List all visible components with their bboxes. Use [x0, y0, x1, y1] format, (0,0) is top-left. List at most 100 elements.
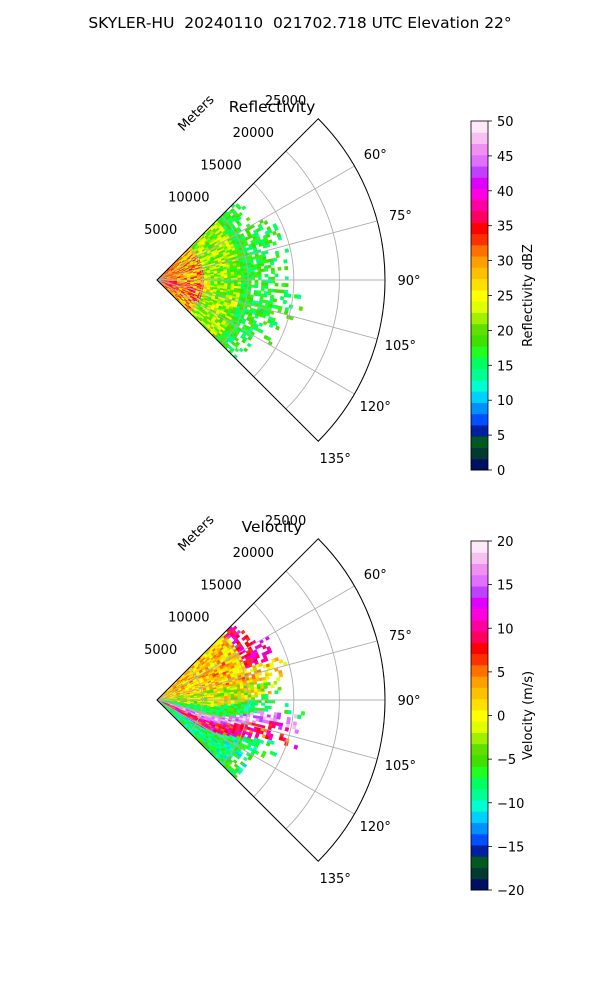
radar-cell — [282, 299, 288, 305]
radial-tick-label: 10000 — [168, 611, 209, 626]
radar-cell — [259, 730, 264, 735]
radar-cell — [272, 257, 278, 262]
radar-cell — [237, 273, 242, 276]
radar-cell — [240, 320, 246, 325]
colorbar-swatch — [471, 766, 488, 778]
radar-cell — [277, 686, 282, 691]
radar-cell — [283, 259, 288, 264]
radar-cell — [236, 205, 242, 211]
radar-cell — [276, 715, 281, 720]
radar-cell — [272, 751, 278, 757]
radar-cell — [284, 289, 289, 294]
colorbar-tick-label: 40 — [497, 185, 514, 200]
radar-cell — [240, 629, 246, 635]
azimuth-gridline — [156, 165, 355, 281]
radar-cell — [278, 725, 283, 731]
radar-cell — [268, 323, 274, 328]
radar-cell — [268, 672, 273, 677]
radar-cell — [250, 272, 255, 276]
colorbar-swatch — [471, 132, 488, 145]
radar-cell — [270, 684, 275, 689]
colorbar-tick-label: −20 — [497, 884, 524, 899]
radar-cell — [249, 712, 255, 716]
radar-cell — [240, 275, 245, 278]
radar-cell — [224, 696, 228, 699]
colorbar-swatch — [471, 368, 488, 381]
radar-cell — [261, 694, 266, 698]
colorbar-label: Reflectivity dBZ — [521, 244, 536, 347]
colorbar-swatch — [471, 586, 488, 598]
sector-outline — [156, 118, 386, 442]
colorbar-swatch — [471, 267, 488, 280]
radar-cell — [270, 288, 275, 293]
colorbar-tick-label: 5 — [497, 666, 505, 681]
radar-cell — [253, 689, 259, 693]
radar-cell — [264, 705, 269, 709]
radar-cell — [240, 695, 245, 698]
colorbar-swatch — [471, 754, 488, 767]
colorbar-tick-label: 15 — [497, 359, 514, 374]
radar-cell — [275, 253, 280, 259]
radar-cell — [247, 336, 253, 341]
colorbar-swatch — [471, 574, 488, 587]
radar-cell — [278, 659, 284, 664]
radar-cell — [274, 282, 279, 287]
colorbar-swatch — [471, 177, 488, 190]
radar-cell — [267, 229, 273, 234]
radar-cell — [240, 702, 245, 705]
radar-cell — [264, 693, 269, 698]
radar-cell — [264, 708, 269, 712]
colorbar-tick-label: 10 — [497, 622, 514, 637]
radar-cell — [258, 322, 264, 327]
colorbar-tick-label: 15 — [497, 579, 514, 594]
colorbar-swatch — [471, 199, 488, 212]
colorbar-swatch — [471, 844, 488, 857]
page-title: SKYLER-HU 20240110 021702.718 UTC Elevat… — [88, 14, 512, 32]
colorbar-tick-label: 30 — [497, 255, 514, 270]
colorbar-tick-label: 45 — [497, 150, 514, 165]
radar-cell — [284, 709, 289, 714]
radar-cell — [293, 714, 299, 719]
colorbar-swatch — [471, 289, 488, 302]
azimuth-gridline — [156, 640, 378, 701]
radar-cell — [247, 663, 253, 668]
radar-cell — [259, 262, 265, 267]
colorbar-swatch — [471, 402, 488, 415]
radial-tick-label: 5000 — [144, 223, 177, 238]
radar-cell — [271, 276, 276, 281]
radar-cell — [298, 306, 304, 312]
radar-cell — [241, 338, 247, 344]
radar-cell — [263, 220, 269, 226]
radar-cell — [235, 633, 241, 639]
colorbar-swatch — [471, 211, 488, 223]
azimuth-gridline — [156, 220, 378, 281]
colorbar-swatch — [471, 833, 488, 846]
radar-cell — [264, 268, 269, 272]
radar-cell — [236, 629, 242, 635]
radar-cell — [257, 710, 262, 714]
colorbar-tick-label: −5 — [497, 753, 516, 768]
colorbar-swatch — [471, 552, 488, 565]
radar-cell — [230, 695, 235, 699]
radar-cell — [276, 677, 281, 682]
radar-cell — [277, 235, 283, 241]
radar-cell — [238, 347, 244, 353]
colorbar-swatch — [471, 447, 488, 460]
radar-cell — [271, 279, 276, 284]
radial-axis-label: Meters — [175, 512, 217, 554]
colorbar-tick-label: 10 — [497, 394, 514, 409]
radar-cell — [232, 759, 238, 764]
radar-cell — [284, 283, 289, 288]
radar-cell — [284, 727, 290, 732]
radar-cell — [254, 694, 259, 698]
colorbar-tick-label: −10 — [497, 797, 524, 812]
colorbar-swatch — [471, 413, 488, 426]
radial-tick-label: 15000 — [200, 578, 241, 593]
radar-cell — [260, 753, 266, 759]
radar-cell — [257, 643, 263, 649]
colorbar-swatch — [471, 154, 488, 167]
colorbar-swatch — [471, 867, 488, 880]
colorbar-swatch — [471, 811, 488, 823]
radar-cell — [287, 293, 292, 298]
